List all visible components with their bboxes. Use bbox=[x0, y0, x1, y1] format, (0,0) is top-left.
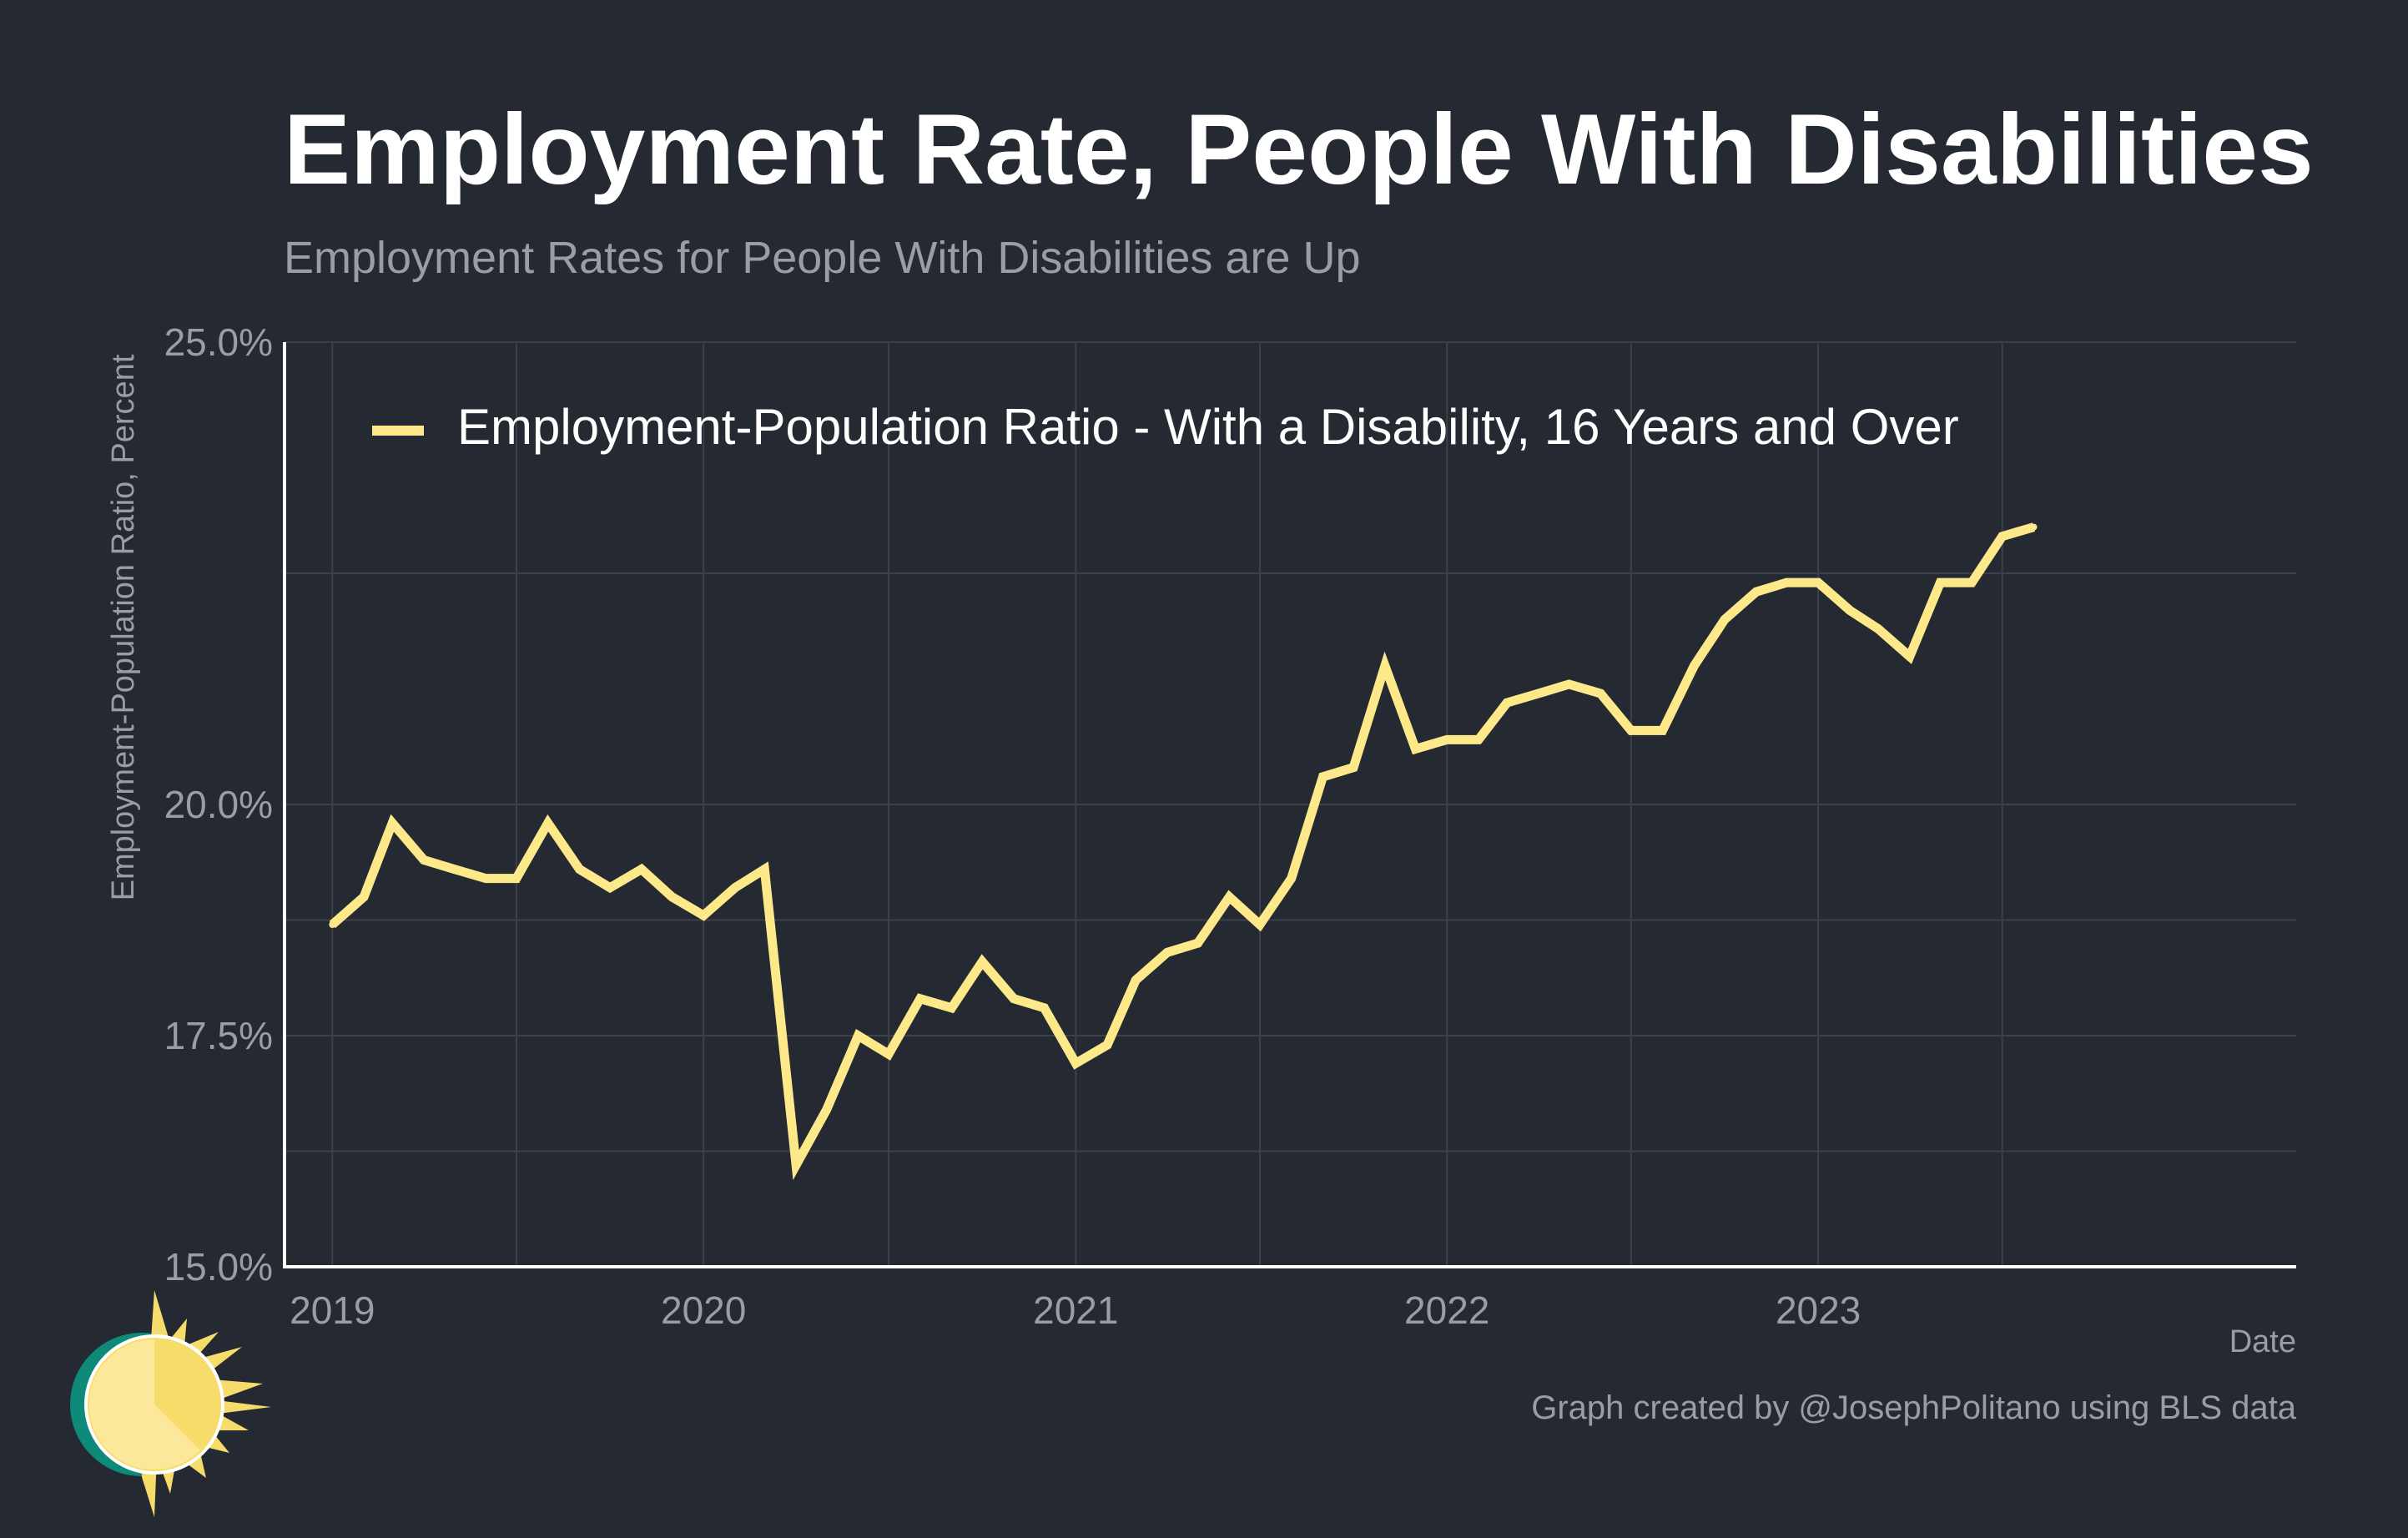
data-point bbox=[761, 865, 768, 873]
data-point bbox=[544, 819, 552, 827]
y-axis-label: Employment-Population Ratio, Percent bbox=[106, 354, 141, 900]
data-point bbox=[1875, 625, 1882, 633]
data-point bbox=[1412, 745, 1419, 753]
data-point bbox=[1937, 579, 1944, 587]
data-point bbox=[451, 865, 458, 873]
sun-logo-face bbox=[88, 1339, 201, 1470]
data-point bbox=[979, 958, 986, 966]
data-point bbox=[948, 1004, 955, 1011]
data-point bbox=[700, 912, 708, 919]
y-tick-label: 25.0% bbox=[164, 320, 273, 364]
data-point bbox=[1721, 616, 1728, 623]
gridlines bbox=[285, 341, 2296, 1268]
data-point bbox=[421, 856, 427, 864]
data-point bbox=[1690, 662, 1698, 669]
x-tick-label: 2019 bbox=[290, 1288, 375, 1332]
legend: Employment-Population Ratio - With a Dis… bbox=[372, 399, 1959, 455]
data-point bbox=[1164, 949, 1171, 956]
data-point bbox=[1350, 764, 1358, 771]
sun-logo-icon bbox=[70, 1290, 271, 1517]
data-point bbox=[1815, 579, 1822, 587]
caption: Graph created by @JosephPolitano using B… bbox=[1531, 1389, 2296, 1426]
axes bbox=[283, 342, 2296, 1268]
data-point bbox=[1968, 579, 1976, 587]
data-point bbox=[2030, 523, 2038, 531]
data-point bbox=[389, 819, 396, 827]
data-point bbox=[1998, 532, 2006, 540]
data-point bbox=[854, 1032, 862, 1039]
data-point bbox=[329, 921, 336, 928]
data-point bbox=[1104, 1041, 1111, 1049]
chart-subtitle: Employment Rates for People With Disabil… bbox=[284, 233, 1361, 283]
data-point bbox=[1194, 940, 1201, 947]
data-point bbox=[1504, 699, 1511, 707]
x-tick-label: 2023 bbox=[1776, 1288, 1861, 1332]
data-point bbox=[1381, 662, 1388, 669]
data-point bbox=[668, 893, 676, 900]
data-point bbox=[1627, 727, 1635, 734]
data-point bbox=[1565, 681, 1573, 688]
y-tick-labels: 15.0% 17.5% 20.0% 25.0% bbox=[164, 320, 273, 1288]
data-point bbox=[1752, 588, 1760, 596]
data-point bbox=[1597, 690, 1604, 697]
data-point bbox=[1475, 736, 1482, 744]
data-point bbox=[1287, 875, 1295, 882]
y-tick-label: 15.0% bbox=[164, 1245, 273, 1288]
data-point bbox=[1072, 1060, 1080, 1067]
data-point bbox=[1319, 773, 1327, 780]
data-point bbox=[1783, 579, 1791, 587]
data-point bbox=[482, 875, 490, 882]
data-point bbox=[1534, 690, 1542, 697]
y-tick-label: 20.0% bbox=[164, 783, 273, 826]
chart-title: Employment Rate, People With Disabilitie… bbox=[284, 93, 2314, 205]
data-point bbox=[1256, 921, 1263, 928]
data-point bbox=[1010, 995, 1017, 1002]
series-layer bbox=[329, 522, 2038, 1181]
data-point bbox=[823, 1106, 830, 1113]
x-axis-label: Date bbox=[2229, 1324, 2296, 1359]
data-point bbox=[360, 893, 368, 900]
data-point bbox=[793, 1162, 800, 1169]
x-tick-labels: 2019 2020 2021 2022 2023 bbox=[290, 1288, 1861, 1332]
x-tick-label: 2020 bbox=[661, 1288, 746, 1332]
x-tick-label: 2021 bbox=[1033, 1288, 1118, 1332]
data-point bbox=[1659, 727, 1666, 734]
data-point bbox=[607, 884, 614, 891]
series-line bbox=[329, 522, 2036, 1181]
data-point bbox=[576, 865, 583, 873]
data-point bbox=[1443, 736, 1451, 744]
data-point bbox=[885, 1051, 892, 1058]
data-point bbox=[1906, 653, 1913, 660]
data-point bbox=[512, 875, 520, 882]
data-point bbox=[637, 865, 645, 873]
data-point bbox=[732, 884, 738, 891]
data-point bbox=[1226, 893, 1233, 900]
x-tick-label: 2022 bbox=[1404, 1288, 1489, 1332]
data-point bbox=[1132, 976, 1140, 984]
y-tick-label: 17.5% bbox=[164, 1014, 273, 1057]
data-point bbox=[1040, 1004, 1048, 1011]
legend-label: Employment-Population Ratio - With a Dis… bbox=[457, 399, 1959, 455]
data-point bbox=[1846, 607, 1853, 614]
data-point bbox=[916, 995, 924, 1002]
